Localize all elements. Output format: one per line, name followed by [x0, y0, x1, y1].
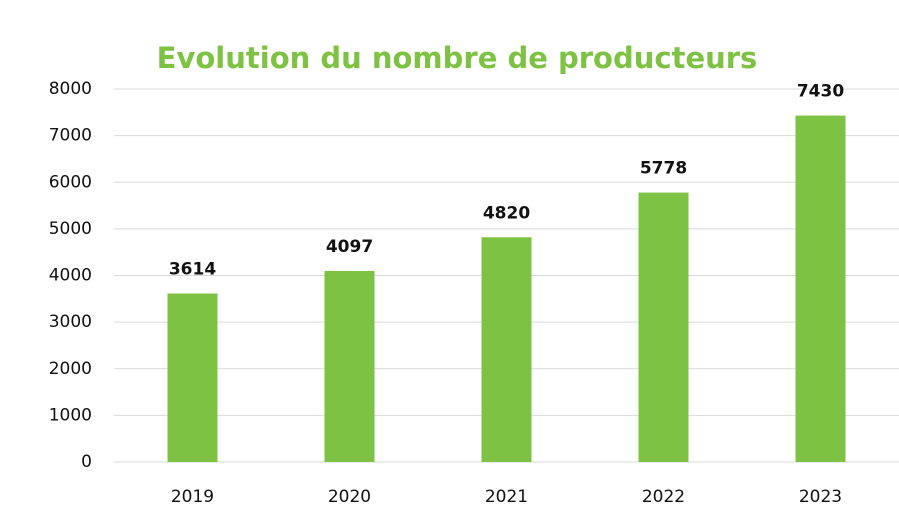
bar — [167, 293, 218, 462]
y-tick-label: 3000 — [49, 312, 92, 332]
x-tick-label: 2021 — [485, 487, 528, 507]
y-tick-label: 7000 — [49, 126, 92, 146]
data-label: 4097 — [326, 237, 373, 257]
y-tick-label: 8000 — [49, 79, 92, 99]
data-label: 7430 — [797, 82, 844, 102]
bar — [481, 237, 532, 462]
chart-title: Evolution du nombre de producteurs — [157, 41, 758, 75]
x-tick-label: 2022 — [642, 487, 685, 507]
y-tick-label: 4000 — [49, 266, 92, 286]
data-label: 5778 — [640, 159, 687, 179]
x-tick-label: 2019 — [171, 487, 214, 507]
bar — [638, 192, 689, 462]
y-tick-label: 0 — [81, 452, 92, 472]
bar — [795, 115, 846, 463]
y-tick-label: 2000 — [49, 359, 92, 379]
y-tick-label: 6000 — [49, 172, 92, 192]
y-tick-label: 5000 — [49, 219, 92, 239]
y-tick-label: 1000 — [49, 405, 92, 425]
x-tick-label: 2023 — [799, 487, 842, 507]
bar — [324, 270, 375, 462]
data-label: 3614 — [169, 259, 216, 279]
data-label: 4820 — [483, 203, 530, 223]
x-tick-label: 2020 — [328, 487, 371, 507]
